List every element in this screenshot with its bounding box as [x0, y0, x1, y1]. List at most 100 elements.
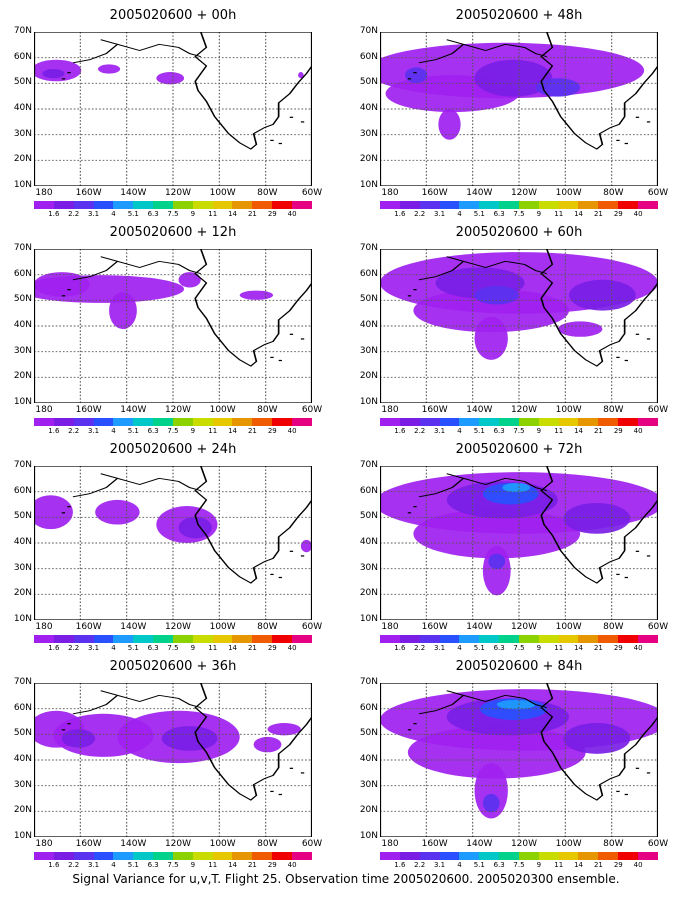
colorbar-label: 11 — [208, 861, 218, 869]
lat-label: 20N — [13, 154, 32, 165]
colorbar — [380, 852, 658, 860]
colorbar-swatch — [479, 201, 500, 209]
colorbar-label: 2.2 — [68, 861, 80, 869]
lat-label: 30N — [13, 779, 32, 790]
lon-label: 120W — [510, 622, 538, 632]
colorbar-label: 4 — [111, 210, 116, 218]
colorbar-label: 7.5 — [167, 210, 179, 218]
lon-label: 180 — [35, 188, 53, 198]
colorbar-swatch — [93, 418, 114, 426]
coastline — [540, 466, 658, 584]
variance-contour — [563, 723, 631, 754]
island — [413, 723, 417, 725]
lon-label: 180 — [381, 188, 399, 198]
panel-title: 2005020600 + 12h — [109, 225, 237, 240]
lon-label: 140W — [466, 839, 493, 849]
figure-caption: Signal Variance for u,v,T. Flight 25. Ob… — [72, 872, 620, 886]
island — [616, 573, 620, 576]
lon-label: 60W — [301, 405, 323, 415]
colorbar-label: 4 — [111, 644, 116, 652]
colorbar-label: 6.3 — [147, 427, 159, 435]
variance-contour — [569, 279, 636, 311]
map-panel: 2005020600 + 24h 70N 60N 50N 40N 30N 20N 10N 180… — [0, 434, 346, 652]
colorbar-swatch — [380, 201, 400, 209]
colorbar-label: 6.3 — [493, 210, 505, 218]
variance-contour — [161, 726, 218, 751]
colorbar-label: 14 — [228, 427, 238, 435]
island — [624, 576, 628, 579]
map-area — [380, 32, 658, 186]
variance-contour — [482, 793, 500, 813]
variance-contour — [407, 726, 586, 779]
lon-label: 120W — [164, 622, 192, 632]
island — [61, 512, 66, 514]
colorbar-swatch — [291, 418, 312, 426]
lat-label: 30N — [13, 345, 32, 356]
lon-label: 140W — [466, 405, 493, 415]
colorbar-label: 40 — [633, 861, 643, 869]
colorbar-swatch — [538, 852, 559, 860]
colorbar-label: 7.5 — [167, 427, 179, 435]
colorbar-swatch — [133, 635, 154, 643]
map-area — [380, 466, 658, 620]
island — [616, 790, 620, 793]
colorbar-label: 1.6 — [48, 644, 60, 652]
lat-label: 40N — [359, 320, 378, 330]
lon-label: 100W — [555, 839, 582, 849]
colorbar-swatch — [637, 635, 658, 643]
colorbar-label: 9 — [536, 210, 542, 218]
lon-label: 80W — [257, 188, 278, 198]
lat-label: 30N — [359, 779, 378, 790]
colorbar-swatch — [439, 852, 460, 860]
lon-label: 120W — [164, 188, 192, 198]
lat-label: 70N — [359, 677, 378, 687]
island — [407, 78, 412, 80]
colorbar-swatch — [598, 852, 619, 860]
colorbar-swatch — [399, 635, 420, 643]
lon-label: 120W — [164, 405, 192, 415]
variance-contour — [61, 729, 96, 748]
colorbar-swatch — [578, 201, 599, 209]
colorbar-label: 11 — [554, 861, 564, 869]
colorbar-swatch — [252, 418, 273, 426]
colorbar-label: 2.2 — [414, 644, 426, 652]
lon-label: 60W — [301, 839, 323, 849]
colorbar — [34, 201, 312, 209]
lat-label: 20N — [359, 371, 378, 382]
colorbar-label: 3.1 — [433, 644, 446, 652]
island — [289, 767, 294, 769]
colorbar-swatch — [518, 201, 539, 209]
lon-label: 100W — [555, 405, 582, 415]
colorbar-swatch — [618, 201, 638, 209]
colorbar-swatch — [53, 852, 74, 860]
variance-contour — [156, 72, 185, 85]
island — [646, 772, 651, 774]
coastline — [194, 466, 312, 584]
map-svg — [380, 32, 658, 186]
colorbar-label: 1.6 — [394, 427, 406, 435]
colorbar-label: 7.5 — [513, 861, 525, 869]
lon-label: 180 — [35, 405, 53, 415]
colorbar-swatch — [272, 635, 292, 643]
colorbar-label: 5.1 — [127, 644, 139, 652]
colorbar-swatch — [518, 852, 539, 860]
lat-label: 70N — [13, 460, 32, 470]
colorbar-label: 5.1 — [473, 861, 485, 869]
lon-label: 100W — [209, 839, 236, 849]
variance-contour — [298, 72, 304, 79]
lon-label: 180 — [381, 839, 399, 849]
island — [67, 723, 71, 725]
variance-contour — [563, 502, 631, 534]
lat-label: 50N — [13, 77, 32, 88]
colorbar-label: 1.6 — [394, 644, 406, 652]
map-area — [380, 683, 658, 837]
colorbar-label: 11 — [554, 210, 564, 218]
variance-contour — [474, 59, 553, 97]
colorbar-swatch — [73, 201, 94, 209]
island — [278, 576, 282, 579]
colorbar-swatch — [637, 418, 658, 426]
colorbar-label: 11 — [208, 644, 218, 652]
lat-label: 50N — [359, 77, 378, 88]
colorbar-swatch — [479, 635, 500, 643]
lon-label: 160W — [75, 839, 102, 849]
